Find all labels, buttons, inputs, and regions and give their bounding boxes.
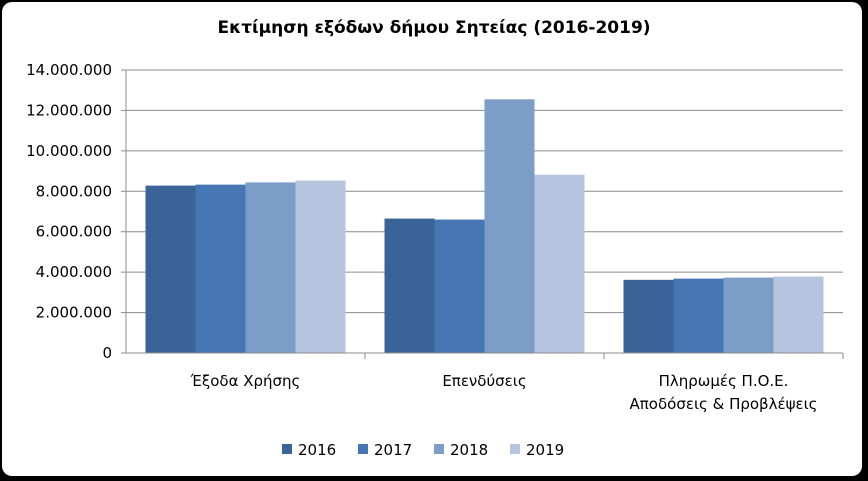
- bar: [145, 185, 196, 353]
- legend-item: 2017: [358, 441, 412, 459]
- x-category-label: Πληρωμές Π.Ο.Ε. Αποδόσεις & Προβλέψεις: [630, 372, 818, 413]
- bar: [723, 277, 774, 353]
- legend-item: 2018: [434, 441, 488, 459]
- y-tick-label: 0: [102, 344, 112, 362]
- chart-title: Εκτίμηση εξόδων δήμου Σητείας (2016-2019…: [217, 18, 651, 38]
- bar: [484, 99, 535, 353]
- y-tick-label: 2.000.000: [36, 304, 112, 322]
- legend-label: 2016: [298, 441, 336, 459]
- legend-item: 2019: [510, 441, 564, 459]
- bars: [145, 99, 824, 353]
- y-axis-ticks: 0 2.000.000 4.000.000 6.000.000 8.000.000 10.…: [26, 61, 112, 362]
- bar: [773, 276, 824, 353]
- bar: [434, 219, 485, 353]
- bar: [623, 279, 674, 353]
- bar: [195, 184, 246, 353]
- y-tick-label: 10.000.000: [26, 142, 112, 160]
- x-category-label: Επενδύσεις: [442, 372, 526, 390]
- y-tick-label: 12.000.000: [26, 101, 112, 119]
- legend-swatch: [510, 444, 520, 454]
- bar: [534, 174, 585, 353]
- legend-swatch: [358, 444, 368, 454]
- legend: 2016 2017 2018 2019: [282, 441, 564, 459]
- x-axis-categories: Έξοδα Χρήσης Επενδύσεις Πληρωμές Π.Ο.Ε. Απο…: [190, 372, 818, 413]
- y-tick-label: 14.000.000: [26, 61, 112, 79]
- bar: [384, 218, 435, 353]
- legend-swatch: [434, 444, 444, 454]
- y-tick-label: 6.000.000: [36, 223, 112, 241]
- bar: [295, 180, 346, 353]
- legend-label: 2017: [374, 441, 412, 459]
- axes: [121, 69, 844, 359]
- y-tick-label: 4.000.000: [36, 263, 112, 281]
- legend-swatch: [282, 444, 292, 454]
- legend-label: 2019: [526, 441, 564, 459]
- bar: [673, 278, 724, 353]
- x-category-label: Έξοδα Χρήσης: [190, 372, 301, 390]
- legend-item: 2016: [282, 441, 336, 459]
- bar: [245, 182, 296, 353]
- y-tick-label: 8.000.000: [36, 182, 112, 200]
- legend-label: 2018: [450, 441, 488, 459]
